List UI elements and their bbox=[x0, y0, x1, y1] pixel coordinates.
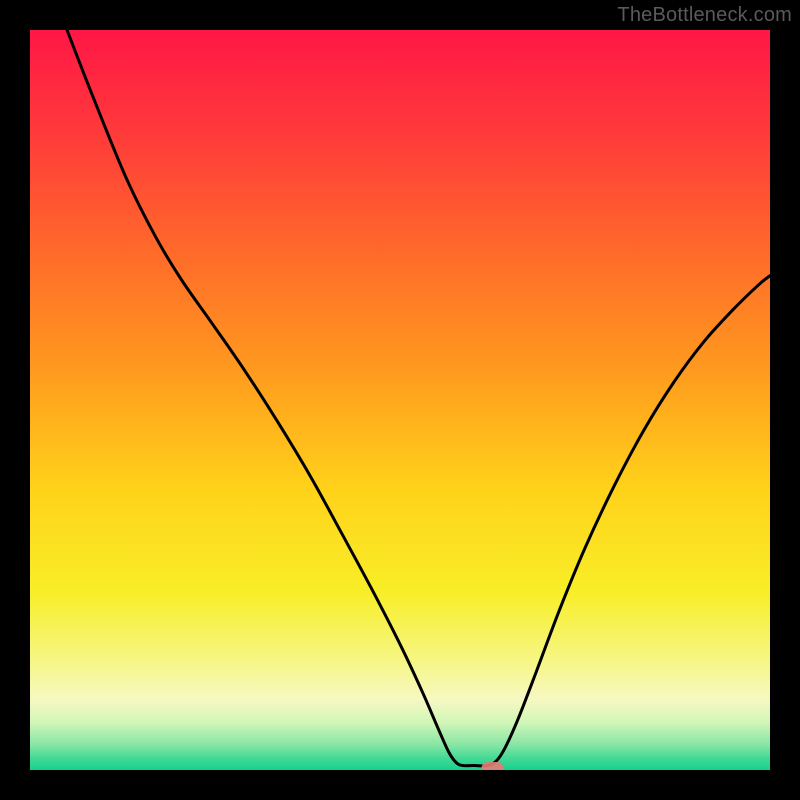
bottleneck-chart bbox=[0, 0, 800, 800]
chart-container: TheBottleneck.com bbox=[0, 0, 800, 800]
watermark-text: TheBottleneck.com bbox=[617, 4, 792, 27]
gradient-background bbox=[30, 30, 770, 770]
